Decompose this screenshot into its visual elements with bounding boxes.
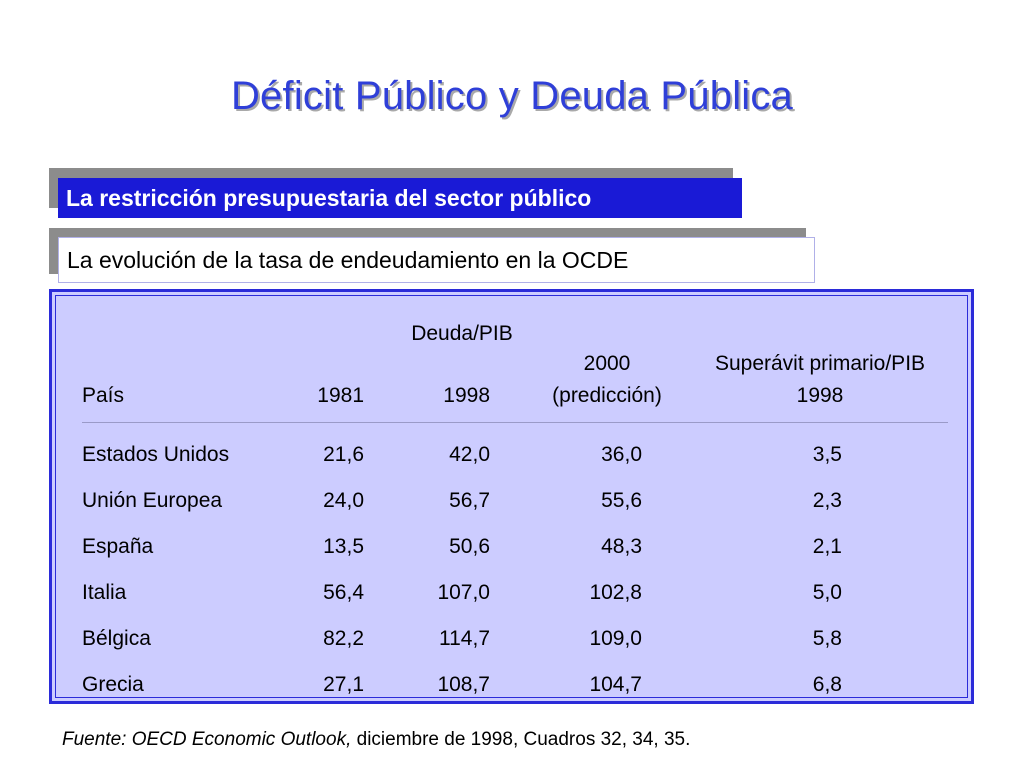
col-header-1981: 1981 <box>317 384 364 407</box>
row-value-surplus: 5,0 <box>812 581 842 604</box>
row-country: Bélgica <box>82 627 151 650</box>
row-value-1998: 107,0 <box>437 581 490 604</box>
debt-table: Deuda/PIB País 1981 1998 2000 (predicció… <box>49 289 974 704</box>
header-divider <box>82 422 948 423</box>
row-value-surplus: 2,3 <box>812 489 842 512</box>
row-country: Italia <box>82 581 127 604</box>
row-value-surplus: 5,8 <box>812 627 842 650</box>
row-value-1998: 114,7 <box>439 627 490 650</box>
row-value-2000: 48,3 <box>601 535 642 558</box>
row-value-2000: 104,7 <box>589 673 642 696</box>
page-title: Déficit Público y Deuda Pública <box>230 74 794 118</box>
row-value-1998: 50,6 <box>449 535 490 558</box>
col-header-1998: 1998 <box>443 384 490 407</box>
group-header-debt-gdp: Deuda/PIB <box>411 322 513 345</box>
row-value-1981: 13,5 <box>323 535 364 558</box>
source-details: diciembre de 1998, Cuadros 32, 34, 35. <box>351 729 691 750</box>
row-value-2000: 102,8 <box>589 581 642 604</box>
section-heading: La restricción presupuestaria del sector… <box>58 178 742 218</box>
col-header-country: País <box>82 384 125 407</box>
row-value-surplus: 2,1 <box>812 535 842 558</box>
row-value-1998: 56,7 <box>449 489 490 512</box>
row-value-1981: 27,1 <box>323 673 364 696</box>
row-value-1981: 24,0 <box>323 489 364 512</box>
row-country: España <box>82 535 154 558</box>
col-header-primary-surplus: Superávit primario/PIB <box>714 352 926 375</box>
row-value-2000: 36,0 <box>601 443 642 466</box>
col-header-surplus-year: 1998 <box>796 384 844 407</box>
row-value-2000: 55,6 <box>601 489 642 512</box>
row-value-1981: 82,2 <box>323 627 364 650</box>
row-country: Grecia <box>82 673 144 696</box>
col-header-2000-forecast: (predicción) <box>552 384 662 407</box>
row-value-1998: 108,7 <box>437 673 490 696</box>
row-value-2000: 109,0 <box>589 627 642 650</box>
row-value-surplus: 6,8 <box>812 673 842 696</box>
row-value-1981: 21,6 <box>323 443 364 466</box>
row-country: Unión Europea <box>82 489 223 512</box>
source-note: Fuente: OECD Economic Outlook, diciembre… <box>62 729 690 751</box>
col-header-2000: 2000 <box>583 352 631 375</box>
row-country: Estados Unidos <box>82 443 230 466</box>
subheading: La evolución de la tasa de endeudamiento… <box>58 237 815 283</box>
source-prefix: Fuente: OECD Economic Outlook, <box>62 729 352 750</box>
row-value-1998: 42,0 <box>449 443 490 466</box>
row-value-surplus: 3,5 <box>812 443 842 466</box>
row-value-1981: 56,4 <box>323 581 364 604</box>
